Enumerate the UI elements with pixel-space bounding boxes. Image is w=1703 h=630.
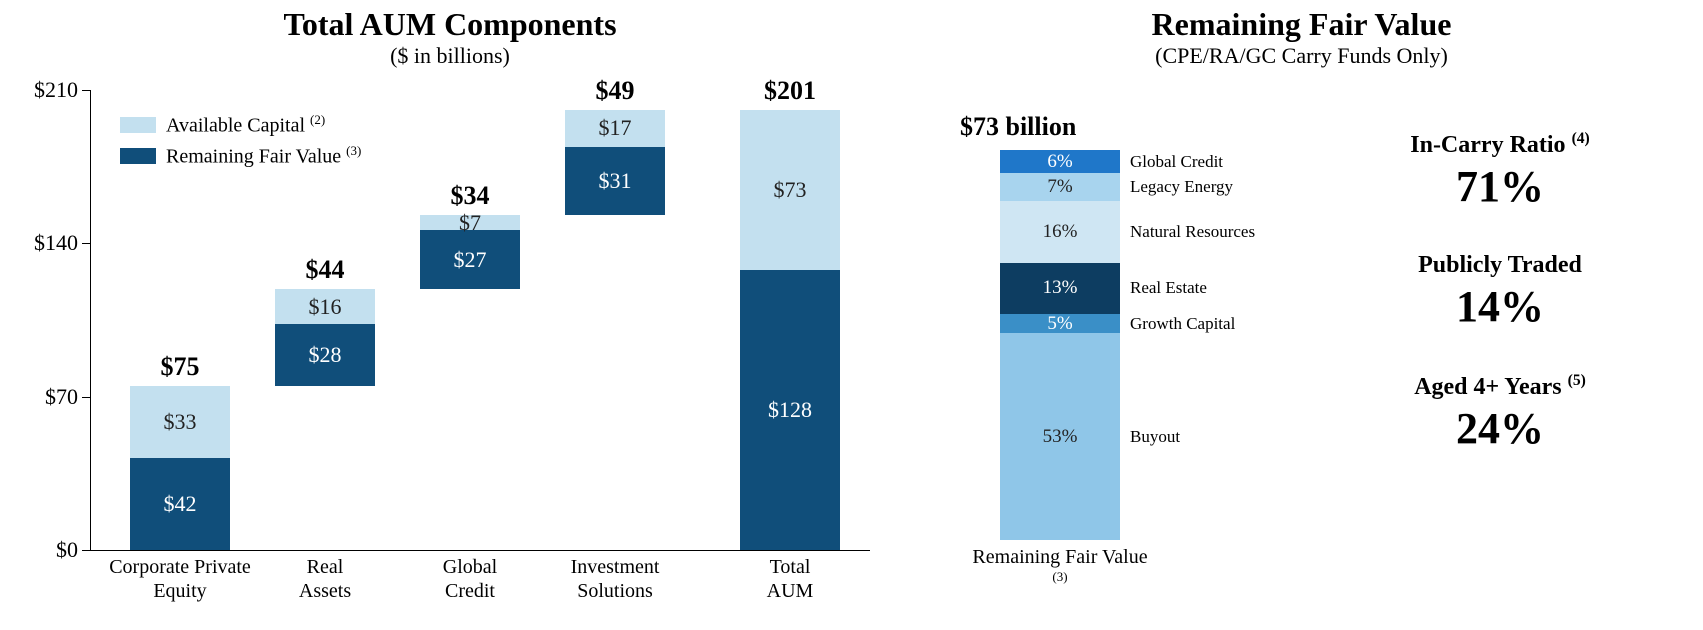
bar-group: $31$17$49 xyxy=(565,90,665,550)
rfv-caption-text: Remaining Fair Value xyxy=(972,546,1147,568)
rfv-segment-label: Buyout xyxy=(1130,427,1180,447)
rfv-segment: 6% xyxy=(1000,150,1120,173)
y-axis-label: $140 xyxy=(0,230,78,256)
rfv-caption: Remaining Fair Value (3) xyxy=(970,545,1150,595)
bar-available: $33 xyxy=(130,386,230,458)
metric-label: Publicly Traded xyxy=(1330,252,1670,279)
rfv-metrics: In-Carry Ratio (4)71% Publicly Traded14% A… xyxy=(1330,130,1670,494)
rfv-segment-label: Legacy Energy xyxy=(1130,177,1233,197)
metric-value: 71% xyxy=(1330,161,1670,212)
bar-remaining: $128 xyxy=(740,270,840,550)
x-axis-line xyxy=(90,550,870,551)
metric-item: In-Carry Ratio (4)71% xyxy=(1330,130,1670,212)
metric-item: Publicly Traded14% xyxy=(1330,252,1670,332)
legend-swatch xyxy=(120,117,156,133)
y-axis-label: $210 xyxy=(0,77,78,103)
rfv-segment: 5% xyxy=(1000,314,1120,334)
bar-remaining: $31 xyxy=(565,147,665,215)
rfv-caption-sup: (3) xyxy=(1052,569,1067,584)
bar-group: $128$73$201 xyxy=(740,90,840,550)
x-axis-label: RealAssets xyxy=(250,555,400,603)
rfv-segment: 53% xyxy=(1000,333,1120,540)
legend-label: Available Capital (2) xyxy=(166,110,325,141)
legend-swatch xyxy=(120,148,156,164)
metric-value: 24% xyxy=(1330,403,1670,454)
bar-available: $16 xyxy=(275,289,375,324)
y-tick xyxy=(82,90,90,91)
bar-remaining: $28 xyxy=(275,324,375,385)
bar-available: $7 xyxy=(420,215,520,230)
chart-subtitle: ($ in billions) xyxy=(0,43,900,69)
y-axis-label: $0 xyxy=(0,537,78,563)
rfv-segment-label: Global Credit xyxy=(1130,152,1223,172)
metric-label: Aged 4+ Years (5) xyxy=(1330,372,1670,401)
bar-total-label: $201 xyxy=(740,76,840,106)
rfv-segment-label: Real Estate xyxy=(1130,278,1207,298)
x-axis-label: GlobalCredit xyxy=(395,555,545,603)
x-axis-label: TotalAUM xyxy=(715,555,865,603)
x-axis-label: InvestmentSolutions xyxy=(540,555,690,603)
rfv-segment: 13% xyxy=(1000,263,1120,314)
metric-label: In-Carry Ratio (4) xyxy=(1330,130,1670,159)
bar-total-label: $44 xyxy=(275,255,375,285)
y-axis-line xyxy=(90,90,91,550)
metric-item: Aged 4+ Years (5)24% xyxy=(1330,372,1670,454)
legend-item: Remaining Fair Value (3) xyxy=(120,141,361,172)
rfv-stacked-bar: 6%7%16%13%5%53% xyxy=(1000,150,1120,540)
y-tick xyxy=(82,397,90,398)
bar-available: $73 xyxy=(740,110,840,270)
y-tick xyxy=(82,243,90,244)
rfv-title: Remaining Fair Value xyxy=(900,6,1703,43)
legend-item: Available Capital (2) xyxy=(120,110,361,141)
y-axis-label: $70 xyxy=(0,384,78,410)
bar-total-label: $49 xyxy=(565,76,665,106)
rfv-total-label: $73 billion xyxy=(960,112,1076,142)
bar-total-label: $75 xyxy=(130,352,230,382)
legend-label: Remaining Fair Value (3) xyxy=(166,141,361,172)
bar-available: $17 xyxy=(565,110,665,147)
y-tick xyxy=(82,550,90,551)
bar-remaining: $27 xyxy=(420,230,520,289)
bar-total-label: $34 xyxy=(420,181,520,211)
chart-legend: Available Capital (2)Remaining Fair Valu… xyxy=(120,110,361,171)
rfv-segment: 7% xyxy=(1000,173,1120,200)
chart-title: Total AUM Components xyxy=(0,6,900,43)
rfv-segment-label: Growth Capital xyxy=(1130,314,1235,334)
rfv-segment: 16% xyxy=(1000,201,1120,263)
x-axis-label: Corporate PrivateEquity xyxy=(105,555,255,603)
bar-group: $27$7 $34 xyxy=(420,90,520,550)
rfv-segment-label: Natural Resources xyxy=(1130,222,1255,242)
remaining-fair-value-panel: Remaining Fair Value (CPE/RA/GC Carry Fu… xyxy=(900,0,1703,630)
bar-remaining: $42 xyxy=(130,458,230,550)
rfv-subtitle: (CPE/RA/GC Carry Funds Only) xyxy=(900,43,1703,69)
metric-value: 14% xyxy=(1330,281,1670,332)
aum-components-chart: Total AUM Components ($ in billions) $0 $… xyxy=(0,0,900,630)
